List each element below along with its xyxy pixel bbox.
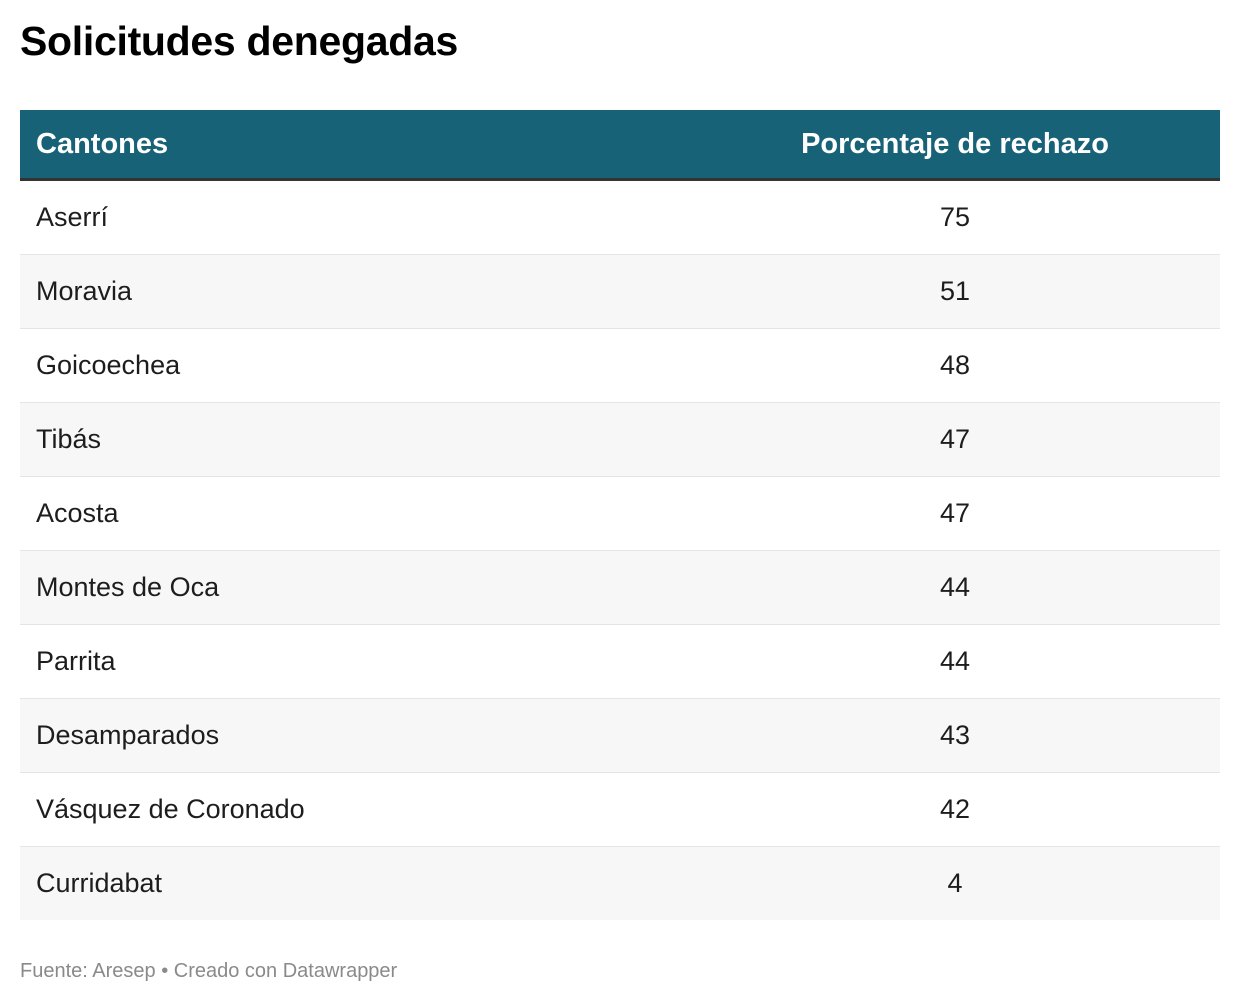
percentage-cell: 4 [947, 868, 963, 898]
percentage-cell: 47 [939, 498, 971, 528]
table-row: Montes de Oca 44 [20, 551, 1220, 625]
percentage-cell: 48 [939, 350, 971, 380]
table-body: Aserrí 75 Moravia 51 Goicoechea 48 Tibás 47 Acos… [20, 181, 1220, 920]
canton-cell: Aserrí [36, 202, 109, 232]
canton-cell: Parrita [36, 646, 116, 676]
canton-cell: Goicoechea [36, 350, 181, 380]
percentage-cell: 42 [939, 794, 971, 824]
source-footer: Fuente: Aresep • Creado con Datawrapper [20, 960, 398, 982]
percentage-cell: 51 [939, 276, 971, 306]
canton-cell: Vásquez de Coronado [36, 794, 305, 824]
percentage-cell: 44 [939, 572, 971, 602]
canton-cell: Acosta [36, 498, 119, 528]
column-header-cantones: Cantones [36, 127, 169, 160]
table-header: Cantones Porcentaje de rechazo [20, 110, 1220, 181]
canton-cell: Tibás [36, 424, 102, 454]
table-row: Aserrí 75 [20, 181, 1220, 255]
data-table: Cantones Porcentaje de rechazo Aserrí 75 M… [20, 110, 1220, 920]
canton-cell: Curridabat [36, 868, 163, 898]
table-row: Goicoechea 48 [20, 329, 1220, 403]
table-row: Tibás 47 [20, 403, 1220, 477]
percentage-cell: 47 [939, 424, 971, 454]
table-row: Curridabat 4 [20, 847, 1220, 920]
canton-cell: Desamparados [36, 720, 220, 750]
canton-cell: Montes de Oca [36, 572, 220, 602]
table-row: Parrita 44 [20, 625, 1220, 699]
column-header-porcentaje: Porcentaje de rechazo [801, 127, 1109, 160]
table-row: Moravia 51 [20, 255, 1220, 329]
canton-cell: Moravia [36, 276, 133, 306]
percentage-cell: 75 [939, 202, 971, 232]
table-row: Acosta 47 [20, 477, 1220, 551]
table-row: Vásquez de Coronado 42 [20, 773, 1220, 847]
percentage-cell: 44 [939, 646, 971, 676]
percentage-cell: 43 [939, 720, 971, 750]
table-row: Desamparados 43 [20, 699, 1220, 773]
table-title: Solicitudes denegadas [20, 18, 458, 64]
